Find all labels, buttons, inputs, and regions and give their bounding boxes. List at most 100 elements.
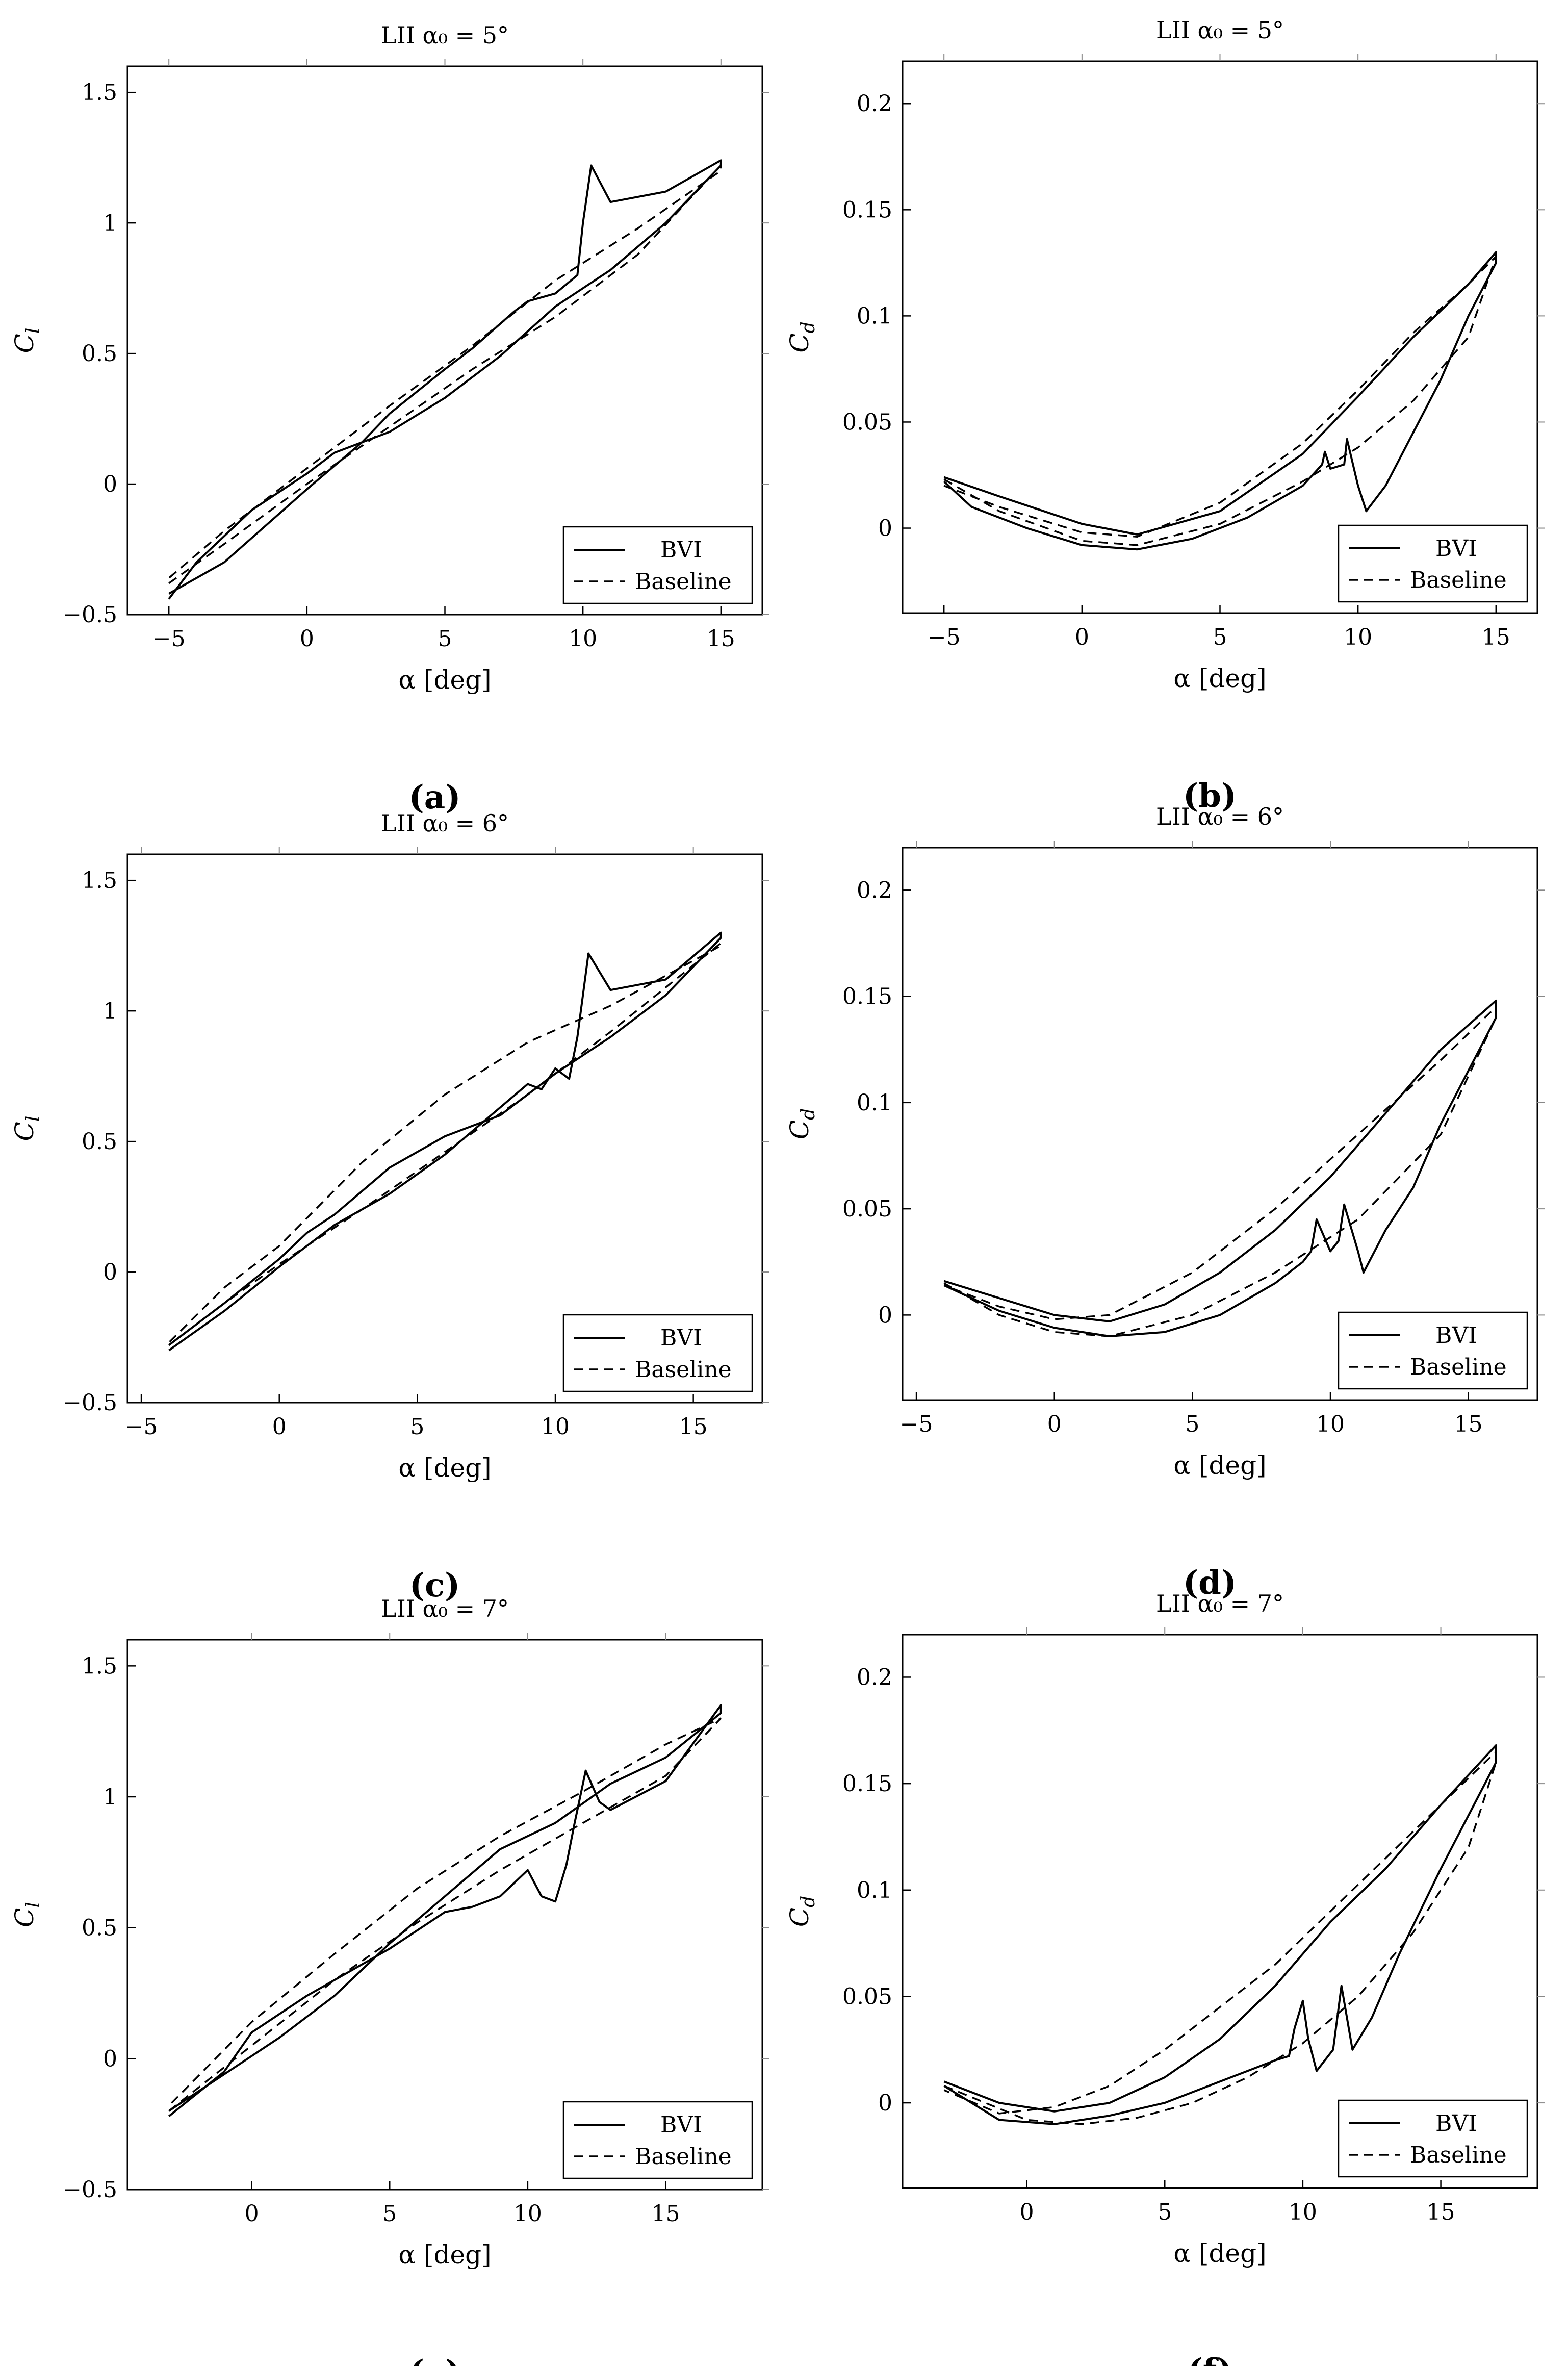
y-tick-label: 0.2 [857, 91, 892, 117]
y-tick-label: 1.5 [82, 80, 117, 106]
y-tick-label: 0.15 [842, 984, 892, 1010]
legend-label-bvi: BVI [1435, 536, 1477, 562]
series-bvi [943, 999, 1497, 1337]
y-tick-label: −0.5 [63, 2177, 117, 2203]
legend: BVI Baseline [562, 526, 753, 604]
panel-caption: (b) [1183, 777, 1237, 815]
x-tick-label: 5 [382, 2201, 397, 2227]
y-axis-label: Cl [10, 328, 44, 353]
legend-box [1338, 1311, 1528, 1390]
y-tick-label: −0.5 [63, 602, 117, 628]
legend: BVI Baseline [562, 1314, 753, 1392]
y-tick-label: 0.5 [82, 1915, 117, 1941]
legend-box [1338, 2099, 1528, 2178]
series-baseline [168, 1717, 722, 2112]
chart-panel-a: LII α₀ = 5° −5 0 5 10 15 −0.5 0 0.5 1 1.5 α [deg] Cl… [10, 21, 769, 817]
series-bvi [168, 1704, 722, 2117]
x-tick-label: −5 [900, 1411, 933, 1437]
x-tick-label: 15 [1427, 2199, 1455, 2225]
x-tick-label: 0 [1047, 1411, 1062, 1437]
y-axis-label: Cl [10, 1902, 44, 1927]
legend: BVI Baseline [1338, 2099, 1528, 2178]
y-tick-label: 0 [103, 1259, 117, 1285]
y-tick-label: 0.1 [857, 303, 892, 329]
y-tick-label: 0.1 [857, 1877, 892, 1903]
series-bvi [168, 159, 722, 600]
legend-label-bvi: BVI [1435, 1322, 1477, 1349]
series-bvi [943, 1744, 1497, 2125]
x-tick-label: 15 [679, 1414, 708, 1440]
chart-title: LII α₀ = 6° [1156, 803, 1284, 830]
chart-panel-f: LII α₀ = 7° 0 5 10 15 0 0.05 0.1 0.15 0.2 α [deg] C… [785, 1590, 1545, 2366]
legend-box [562, 526, 753, 604]
x-tick-label: 10 [1344, 624, 1372, 650]
legend-label-baseline: Baseline [635, 2144, 732, 2170]
panel-caption: (f) [1187, 2352, 1232, 2366]
x-tick-label: 10 [513, 2201, 542, 2227]
x-tick-label: 15 [1482, 624, 1510, 650]
plot-frame [126, 1639, 763, 2191]
x-tick-label: 5 [1213, 624, 1227, 650]
legend-label-baseline: Baseline [1410, 2142, 1507, 2168]
x-tick-label: 10 [1316, 1411, 1345, 1437]
legend-box [562, 2101, 753, 2179]
chart-title: LII α₀ = 6° [381, 809, 509, 837]
chart-panel-e: LII α₀ = 7° 0 5 10 15 −0.5 0 0.5 1 1.5 α [deg] Cl BV… [10, 1595, 769, 2366]
y-axis-label: Cd [785, 1108, 819, 1139]
x-tick-label: −5 [125, 1414, 158, 1440]
y-axis-label: Cd [785, 1896, 819, 1927]
plot-frame [902, 1634, 1538, 2189]
y-tick-label: 0.2 [857, 1664, 892, 1690]
y-tick-label: 0 [103, 2046, 117, 2072]
chart-panel-c: LII α₀ = 6° −5 0 5 10 15 −0.5 0 0.5 1 1.5 α [deg] Cl… [10, 809, 769, 1605]
panel-caption: (d) [1183, 1564, 1237, 1602]
chart-title: LII α₀ = 7° [381, 1595, 509, 1622]
series-baseline [168, 163, 722, 584]
y-tick-label: 1 [103, 210, 117, 236]
legend-box [562, 1314, 753, 1392]
y-tick-label: 0 [103, 471, 117, 497]
legend-label-bvi: BVI [660, 537, 702, 563]
y-tick-label: 0 [878, 2090, 892, 2116]
y-tick-label: 0.1 [857, 1090, 892, 1116]
y-tick-label: 0.05 [842, 1983, 892, 2009]
x-tick-label: 5 [1158, 2199, 1172, 2225]
chart-title: LII α₀ = 7° [1156, 1590, 1284, 1617]
legend-box [1338, 524, 1528, 603]
legend-label-bvi: BVI [660, 2112, 702, 2138]
x-tick-label: 10 [1289, 2199, 1317, 2225]
y-tick-label: 0.05 [842, 409, 892, 435]
legend: BVI Baseline [1338, 524, 1528, 603]
series-baseline [943, 1005, 1497, 1337]
x-axis-label: α [deg] [1173, 1451, 1266, 1480]
y-tick-label: 0 [878, 1302, 892, 1328]
x-axis-label: α [deg] [1173, 2238, 1266, 2268]
x-tick-label: −5 [152, 626, 186, 652]
panel-caption: (e) [409, 2353, 460, 2366]
x-axis-label: α [deg] [398, 2240, 491, 2270]
series-baseline [943, 1749, 1497, 2125]
x-tick-label: 0 [300, 626, 314, 652]
x-tick-label: 10 [569, 626, 597, 652]
chart-title: LII α₀ = 5° [1156, 16, 1284, 44]
y-tick-label: 0.15 [842, 197, 892, 223]
x-tick-label: 15 [707, 626, 735, 652]
x-axis-label: α [deg] [398, 1453, 491, 1483]
y-axis-label: Cd [785, 321, 819, 352]
y-tick-label: 1.5 [82, 1653, 117, 1679]
chart-title: LII α₀ = 5° [381, 21, 509, 49]
legend-label-bvi: BVI [1435, 2110, 1477, 2136]
x-tick-label: 0 [272, 1414, 287, 1440]
y-tick-label: 0.5 [82, 341, 117, 367]
panel-caption: (a) [408, 778, 460, 817]
legend-label-bvi: BVI [660, 1325, 702, 1351]
legend: BVI Baseline [1338, 1311, 1528, 1390]
chart-panel-d: LII α₀ = 6° −5 0 5 10 15 0 0.05 0.1 0.15 0.2 α [deg… [785, 803, 1545, 1602]
x-tick-label: 5 [438, 626, 452, 652]
x-tick-label: 5 [1185, 1411, 1199, 1437]
x-tick-label: 0 [245, 2201, 259, 2227]
chart-panel-b: LII α₀ = 5° −5 0 5 10 15 0 0.05 0.1 0.15 0.2 α [deg… [785, 16, 1545, 815]
y-tick-label: −0.5 [63, 1390, 117, 1416]
series-bvi [168, 931, 722, 1352]
